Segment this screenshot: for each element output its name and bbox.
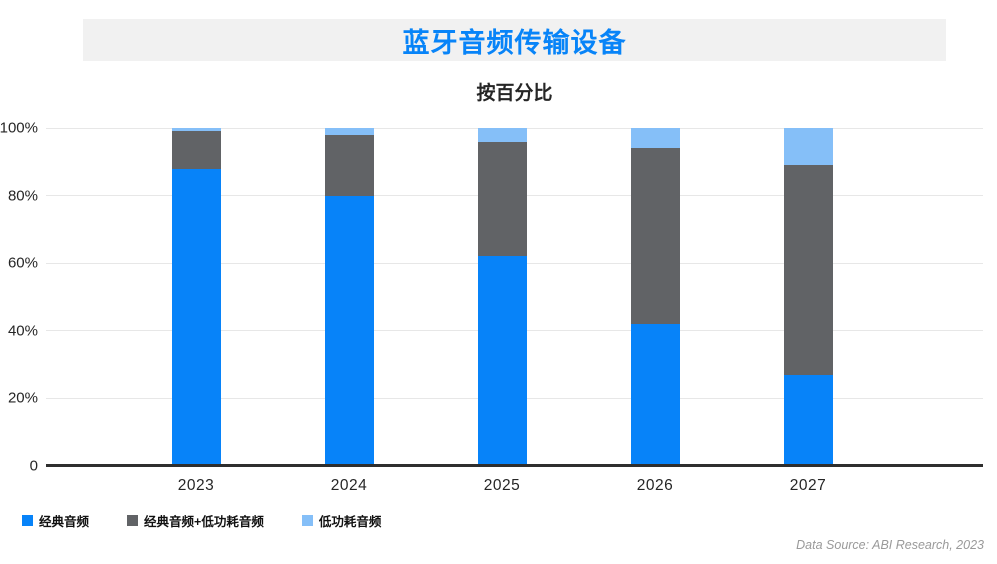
x-axis-labels: 2023 2024 2025 2026 2027	[46, 477, 983, 499]
gridline-100	[46, 127, 983, 129]
legend-label-classic-plus-le: 经典音频+低功耗音频	[144, 515, 264, 529]
bar-2025-segment-classic-plus-le	[477, 141, 527, 257]
x-tick-label-2027: 2027	[789, 477, 827, 494]
legend-swatch-classic-plus-le	[127, 515, 139, 526]
y-axis-labels: 100% 80% 60% 40% 20% 0	[0, 120, 38, 475]
chart-legend: 经典音频 经典音频+低功耗音频 低功耗音频	[22, 511, 381, 530]
bar-2024-segment-classic	[324, 195, 374, 466]
legend-swatch-le	[301, 515, 313, 526]
chart-subtitle: 按百分比	[476, 83, 553, 104]
x-tick-label-2024: 2024	[330, 477, 368, 494]
bar-2023-segment-classic-plus-le	[171, 131, 221, 169]
chart-title: 蓝牙音频传输设备	[402, 27, 627, 58]
y-tick-label-40: 40%	[7, 322, 38, 340]
bar-2026-segment-le	[630, 128, 680, 149]
x-tick-label-2023: 2023	[177, 477, 215, 494]
y-tick-label-60: 60%	[7, 254, 38, 272]
bar-2027	[783, 128, 833, 466]
bar-2027-segment-classic	[783, 374, 833, 466]
bar-2025-segment-le	[477, 128, 527, 142]
y-tick-label-100: 100%	[0, 119, 38, 137]
bar-2026-segment-classic	[630, 324, 680, 466]
legend-item-classic: 经典音频	[22, 511, 89, 530]
x-tick-label-2026: 2026	[636, 477, 674, 494]
bar-2025-segment-classic	[477, 256, 527, 466]
y-tick-label-0: 0	[29, 457, 38, 475]
bar-2027-segment-classic-plus-le	[783, 165, 833, 375]
plot-area	[46, 127, 983, 467]
bar-2023-segment-le	[171, 128, 221, 132]
bar-2026-segment-classic-plus-le	[630, 148, 680, 325]
y-tick-label-80: 80%	[7, 187, 38, 205]
x-tick-label-2025: 2025	[483, 477, 521, 494]
x-axis-line	[46, 464, 983, 467]
data-source-note: Data Source: ABI Research, 2023	[796, 538, 984, 552]
y-tick-label-20: 20%	[7, 389, 38, 407]
bar-2024-segment-le	[324, 128, 374, 135]
title-band: 蓝牙音频传输设备	[83, 19, 946, 61]
legend-swatch-classic	[22, 515, 33, 526]
bar-2027-segment-le	[783, 128, 833, 166]
bar-2023	[171, 128, 221, 466]
bar-2024-segment-classic-plus-le	[324, 134, 374, 196]
legend-label-le: 低功耗音频	[318, 515, 382, 529]
legend-item-classic-plus-le: 经典音频+低功耗音频	[127, 511, 264, 530]
legend-item-le: 低功耗音频	[301, 511, 382, 530]
bar-2024	[324, 128, 374, 466]
bar-2026	[630, 128, 680, 466]
bar-2025	[477, 128, 527, 466]
legend-label-classic: 经典音频	[39, 515, 90, 529]
bar-2023-segment-classic	[171, 168, 221, 466]
